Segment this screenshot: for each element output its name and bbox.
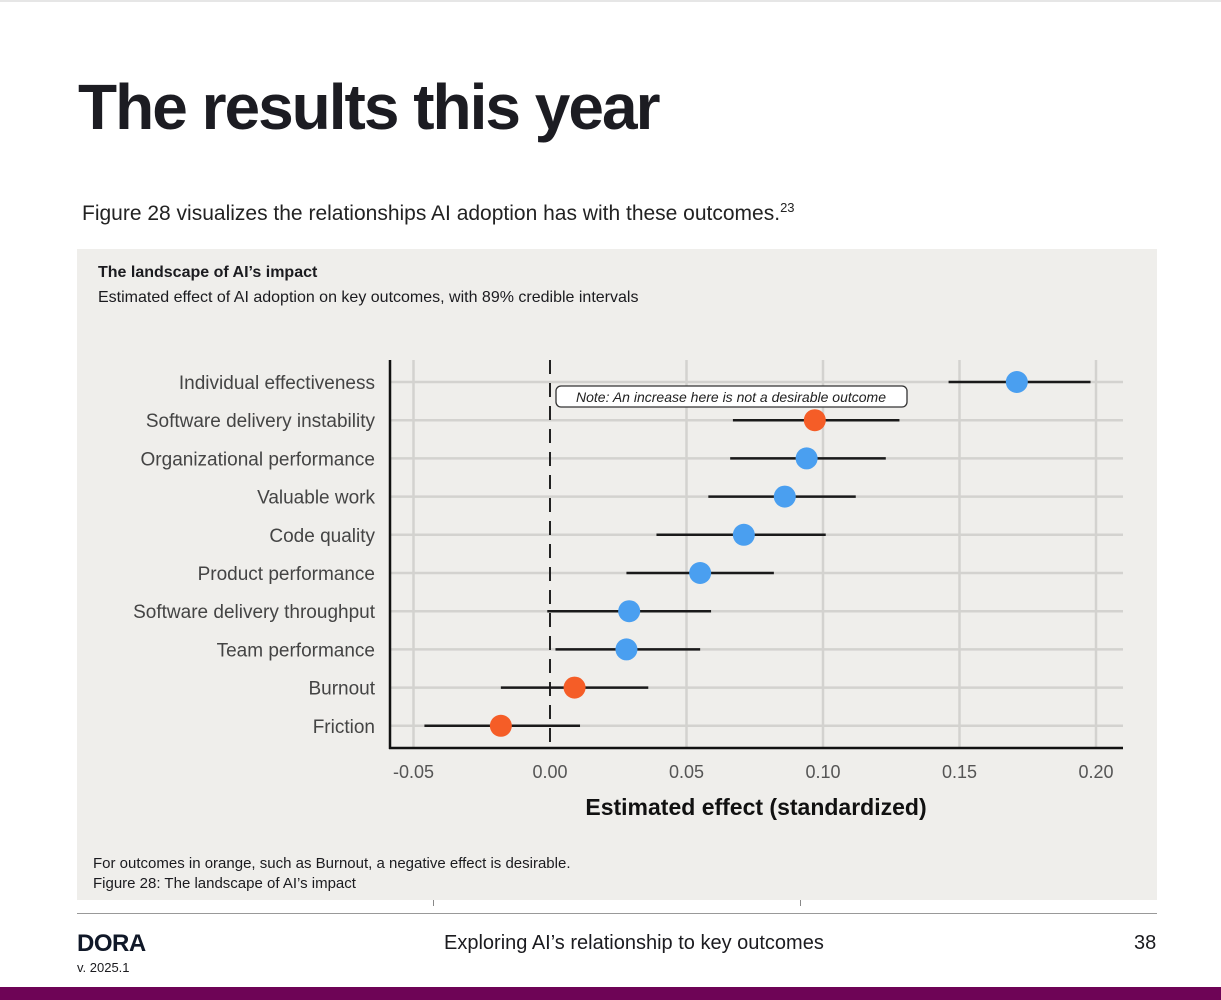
category-label: Product performance bbox=[198, 564, 375, 585]
x-tick-label: 0.05 bbox=[669, 762, 704, 782]
category-label: Individual effectiveness bbox=[179, 373, 375, 394]
footer-divider bbox=[77, 913, 1157, 914]
figure-panel bbox=[77, 249, 1157, 900]
category-label: Code quality bbox=[269, 526, 375, 547]
footer-bar bbox=[0, 987, 1221, 1000]
page-number: 38 bbox=[1134, 932, 1157, 954]
x-axis-label: Estimated effect (standardized) bbox=[585, 794, 926, 820]
tick-mark bbox=[800, 900, 801, 906]
x-tick-label: 0.15 bbox=[942, 762, 977, 782]
category-label: Software delivery throughput bbox=[133, 602, 376, 623]
figure-caption: Figure 28: The landscape of AI’s impact bbox=[93, 875, 356, 892]
estimate-point bbox=[773, 485, 796, 508]
top-divider bbox=[0, 0, 1221, 2]
annotation-text: Note: An increase here is not a desirabl… bbox=[576, 389, 886, 405]
x-tick-label: 0.20 bbox=[1078, 762, 1113, 782]
estimate-point bbox=[803, 409, 826, 432]
estimate-point bbox=[615, 638, 638, 661]
category-label: Organizational performance bbox=[141, 449, 375, 470]
estimate-point bbox=[1005, 371, 1028, 393]
version-label: v. 2025.1 bbox=[77, 960, 130, 975]
chart-subtitle: Estimated effect of AI adoption on key o… bbox=[98, 289, 639, 306]
chart-title: The landscape of AI’s impact bbox=[98, 264, 318, 281]
footnote-ref[interactable]: 23 bbox=[780, 200, 795, 215]
x-tick-label: 0.00 bbox=[532, 762, 567, 782]
dora-logo: DORA bbox=[77, 930, 146, 957]
category-label: Burnout bbox=[308, 679, 375, 700]
page-title: The results this year bbox=[78, 71, 660, 143]
estimate-point bbox=[795, 447, 818, 470]
category-label: Friction bbox=[313, 717, 375, 738]
estimate-point bbox=[489, 714, 512, 737]
estimate-point bbox=[618, 600, 641, 623]
tick-mark bbox=[433, 900, 434, 906]
category-label: Valuable work bbox=[257, 488, 375, 509]
x-tick-label: -0.05 bbox=[393, 762, 434, 782]
figure-note: For outcomes in orange, such as Burnout,… bbox=[93, 855, 571, 872]
x-tick-label: 0.10 bbox=[805, 762, 840, 782]
intro-sentence: Figure 28 visualizes the relationships A… bbox=[82, 202, 781, 225]
category-label: Team performance bbox=[217, 640, 375, 661]
category-label: Software delivery instability bbox=[146, 411, 376, 432]
annotation-box bbox=[555, 385, 908, 408]
estimate-point bbox=[689, 562, 712, 584]
section-title: Exploring AI’s relationship to key outco… bbox=[444, 932, 824, 954]
estimate-point bbox=[563, 676, 586, 699]
estimate-point bbox=[732, 523, 755, 546]
intro-text: Figure 28 visualizes the relationships A… bbox=[82, 200, 795, 226]
